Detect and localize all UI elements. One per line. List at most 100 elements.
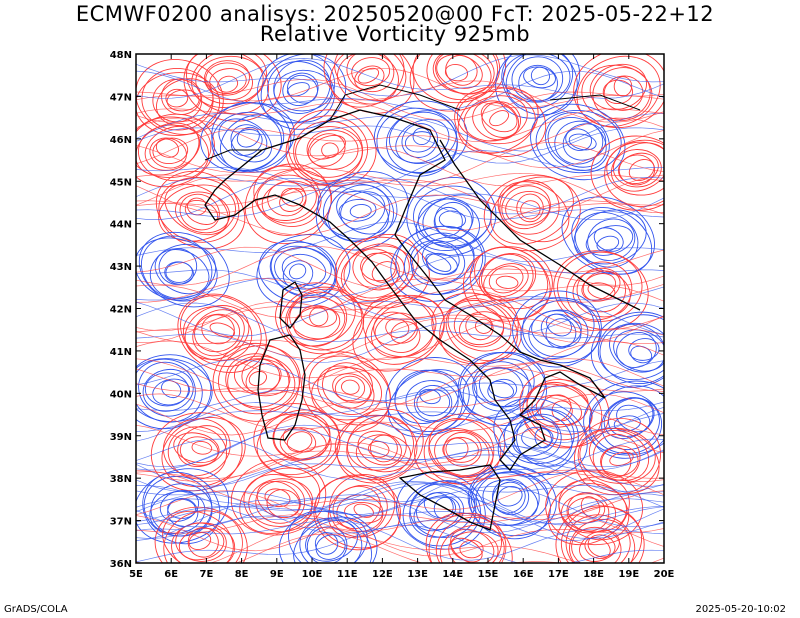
vorticity-contour (136, 245, 664, 286)
vorticity-contour (164, 183, 229, 236)
lat-label: 48N (110, 50, 132, 61)
vorticity-contour (412, 127, 431, 146)
vorticity-contour (136, 520, 664, 561)
vorticity-contour (136, 402, 664, 443)
lon-label: 16E (513, 569, 534, 580)
vorticity-contour (590, 311, 664, 388)
vorticity-contour (417, 198, 480, 249)
lon-label: 10E (302, 569, 323, 580)
vorticity-contour (323, 183, 394, 243)
vorticity-contour (373, 311, 421, 353)
vorticity-contour (613, 329, 664, 372)
vorticity-contour (426, 54, 499, 101)
vorticity-contour (136, 172, 664, 214)
vorticity-contour (171, 522, 236, 563)
vorticity-contour (546, 313, 572, 337)
vorticity-contour (518, 64, 558, 102)
vorticity-contour (512, 290, 602, 368)
vorticity-contour (354, 65, 385, 90)
lat-label: 36N (110, 559, 132, 570)
latitude-labels: 48N 47N 46N 45N 44N 43N 42N 41N 40N 39N 38N 37N 36N (110, 50, 132, 570)
vorticity-contour (203, 60, 250, 96)
vorticity-contour (136, 321, 664, 363)
vorticity-contour (136, 396, 664, 436)
vorticity-contour (136, 298, 664, 337)
vorticity-contour (188, 532, 212, 551)
lon-label: 14E (442, 569, 463, 580)
lat-label: 39N (110, 432, 132, 443)
vorticity-contour (185, 54, 270, 115)
vorticity-contour (191, 54, 267, 108)
vorticity-contour (613, 76, 633, 97)
vorticity-contour (217, 75, 239, 93)
axis-ticks (135, 53, 665, 564)
vorticity-contour (463, 95, 528, 142)
vorticity-contour (136, 278, 664, 319)
vorticity-contour (576, 55, 661, 127)
vorticity-contour (611, 142, 664, 192)
map-subtitle: Relative Vorticity 925mb (259, 22, 531, 46)
vorticity-contour (404, 232, 475, 295)
vorticity-contour (501, 185, 551, 230)
vorticity-contour (573, 54, 664, 129)
lon-label: 20E (654, 569, 675, 580)
vorticity-contour (313, 474, 401, 551)
vorticity-contour (480, 102, 518, 133)
lat-label: 45N (110, 177, 132, 188)
vorticity-contour (596, 235, 620, 252)
vorticity-contour (286, 82, 310, 97)
vorticity-contour (258, 240, 336, 303)
vorticity-contour (285, 288, 363, 351)
vorticity-contour (230, 459, 327, 536)
vorticity-contour (459, 539, 484, 559)
vorticity-contour (212, 342, 300, 422)
vorticity-contour (630, 345, 653, 364)
vorticity-contour (492, 478, 530, 516)
vorticity-contour (244, 163, 332, 245)
vorticity-contour (490, 176, 574, 245)
vorticity-contour (155, 170, 240, 243)
vorticity-contour (136, 78, 664, 121)
vorticity-contour (273, 59, 331, 114)
vorticity-contour (425, 512, 513, 563)
map-title: ECMWF0200 analisys: 20250520@00 FcT: 202… (75, 2, 715, 26)
vorticity-contour (136, 393, 664, 432)
longitude-labels: 5E 6E 7E 8E 9E 10E 11E 12E 13E 14E 15E 16E 17E 18E 19E… (129, 569, 674, 580)
lat-label: 44N (110, 220, 132, 231)
vorticity-contour (474, 318, 493, 334)
lon-label: 11E (337, 569, 358, 580)
lon-label: 5E (129, 569, 143, 580)
vorticity-contour (136, 302, 664, 343)
vorticity-contour (136, 58, 664, 99)
vorticity-contour (180, 295, 262, 367)
vorticity-contour (136, 493, 664, 534)
lon-label: 15E (478, 569, 499, 580)
vorticity-contour (163, 510, 243, 563)
vorticity-contour (136, 481, 664, 521)
vorticity-contour (287, 109, 377, 187)
vorticity-contour (289, 263, 307, 280)
vorticity-contour (136, 445, 664, 487)
vorticity-contour (540, 313, 582, 348)
vorticity-contour (573, 209, 647, 265)
vorticity-contour (136, 317, 664, 359)
vorticity-contour (230, 129, 263, 156)
vorticity-contour (574, 212, 639, 268)
vorticity-contour (583, 380, 664, 456)
vorticity-contour (136, 513, 664, 552)
vorticity-contour (136, 441, 664, 480)
vorticity-contour (136, 524, 664, 563)
vorticity-contour (422, 198, 474, 243)
vorticity-contour (195, 55, 264, 105)
vorticity-contour (136, 288, 664, 332)
vorticity-contour (561, 196, 655, 275)
vorticity-contour (201, 314, 235, 345)
vorticity-contour (248, 478, 314, 527)
vorticity-contour (606, 141, 664, 196)
vorticity-contour (597, 314, 664, 381)
vorticity-contour (136, 246, 664, 289)
lon-label: 18E (583, 569, 604, 580)
vorticity-contour (431, 292, 522, 365)
lat-label: 47N (110, 92, 132, 103)
vorticity-contour (211, 111, 282, 172)
